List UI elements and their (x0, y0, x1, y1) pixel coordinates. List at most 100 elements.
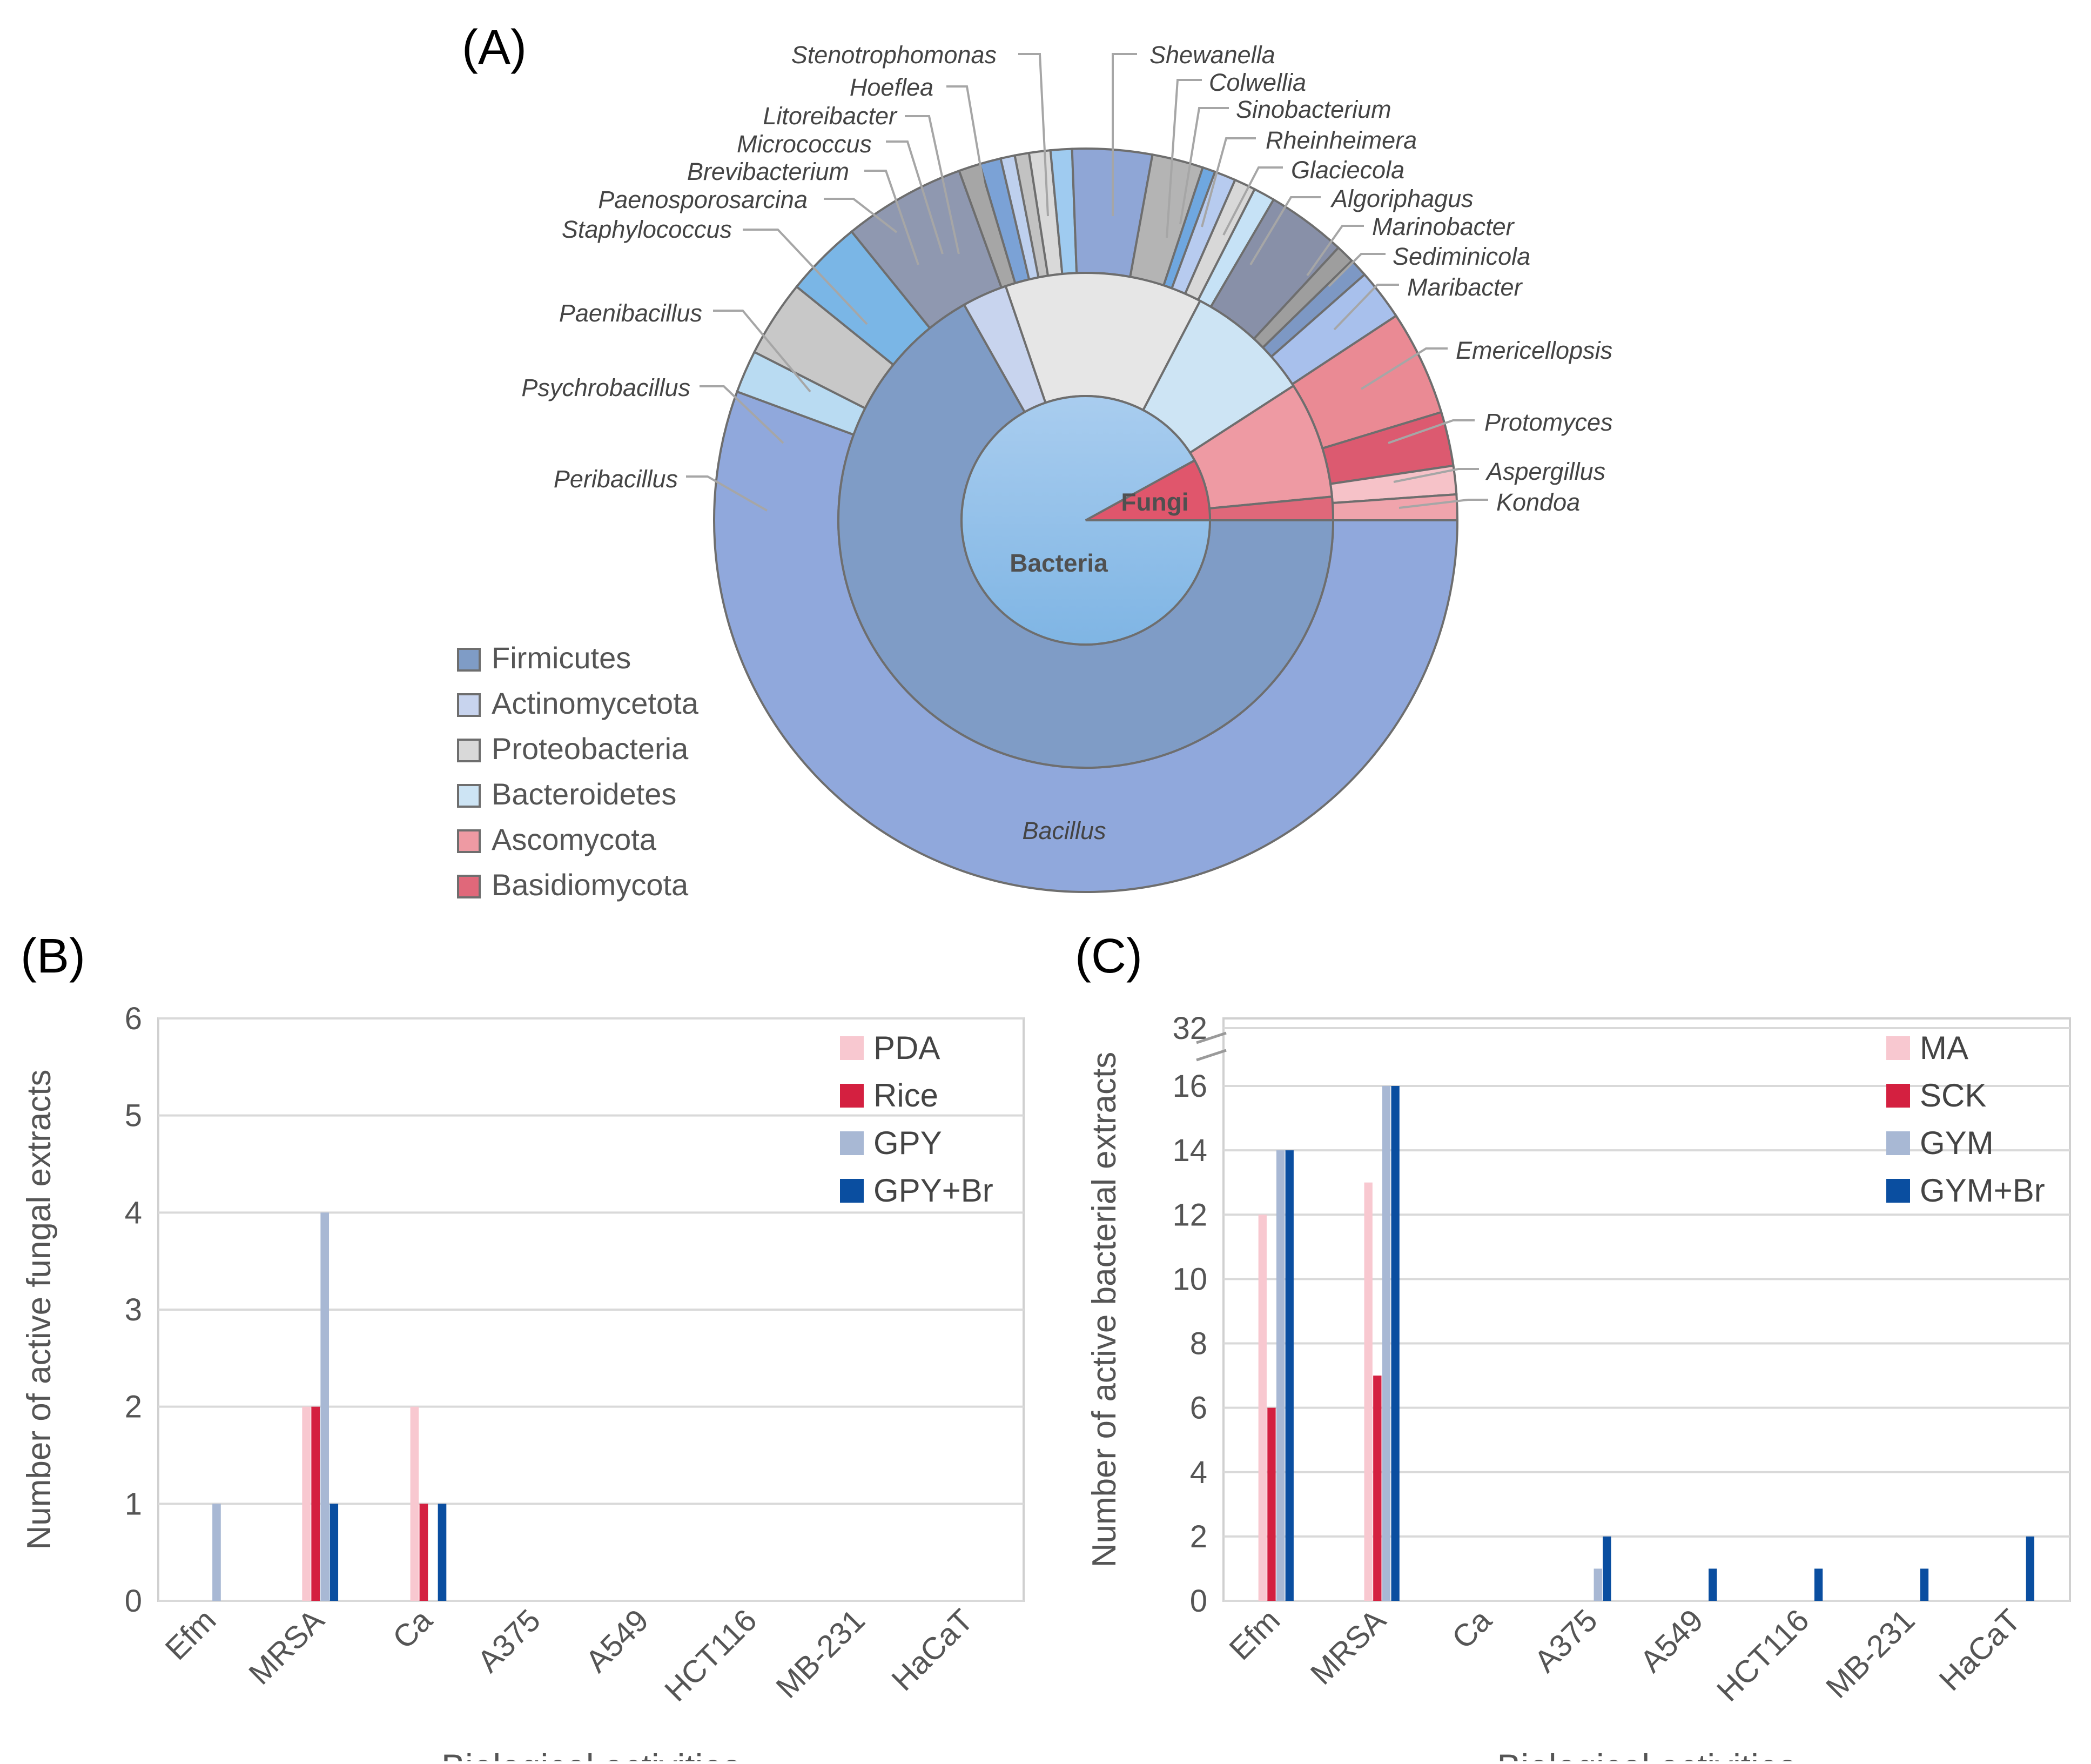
chart-c-bar-gym-br-mb-231 (1920, 1568, 1929, 1601)
chart-b-x-axis-title: Biological activities (441, 1747, 741, 1761)
chart-c-legend-swatch-gym (1886, 1131, 1910, 1155)
leader-line-stenotrophomonas (1018, 53, 1049, 217)
chart-b-y-tick-label: 0 (125, 1584, 142, 1619)
leader-line-algoriphagus (1249, 196, 1321, 266)
chart-b-legend-label-rice: Rice (873, 1077, 938, 1114)
legend-swatch-basidiomycota (457, 875, 481, 898)
chart-b-x-tick-mb-231: MB-231 (769, 1602, 872, 1705)
genus-label-aspergillus: Aspergillus (1485, 458, 1605, 485)
chart-b-bar-pda-ca (410, 1406, 419, 1601)
chart-c-x-axis-title: Biological activities (1497, 1747, 1797, 1761)
leader-line-hoeflea (946, 85, 995, 246)
center-label-fungi: Fungi (1121, 488, 1188, 516)
chart-b-legend-label-gpy: GPY (873, 1125, 942, 1161)
chart-c-x-tick-a375: A375 (1528, 1602, 1604, 1679)
sunburst-labels: Bacteria Fungi Stenotrophomonas HoefleaLito… (521, 41, 1612, 844)
genus-label-paenosporosarcina: Paenosporosarcina (598, 186, 808, 213)
leader-line-kondoa (1399, 499, 1488, 509)
chart-c-y-tick-label: 14 (1172, 1133, 1207, 1168)
chart-b-y-tick-label: 5 (125, 1098, 142, 1133)
kingdom-segment-fungi (1085, 459, 1212, 521)
leader-line-aspergillus (1393, 468, 1479, 483)
legend-swatch-ascomycota (457, 829, 481, 853)
chart-c-y-tick-label: 2 (1190, 1519, 1207, 1554)
legend-swatch-proteobacteria (457, 739, 481, 762)
chart-b-legend-swatch-pda (840, 1036, 864, 1060)
chart-b-x-tick-ca: Ca (386, 1602, 439, 1656)
chart-c-bar-sck-efm (1267, 1407, 1276, 1601)
chart-b-legend-swatch-gpy-br (840, 1179, 864, 1203)
leader-line-paenosporosarcina (824, 198, 898, 233)
chart-c-legend-swatch-sck (1886, 1084, 1910, 1108)
legend-label-ascomycota: Ascomycota (492, 822, 657, 856)
genus-label-litoreibacter: Litoreibacter (763, 102, 898, 130)
leader-line-peribacillus (686, 475, 768, 512)
chart-c-bar-gym-mrsa (1382, 1086, 1391, 1601)
genus-label-rheinheimera: Rheinheimera (1266, 126, 1417, 154)
chart-b-x-tick-efm: Efm (158, 1602, 223, 1667)
chart-b-y-tick-label: 1 (125, 1486, 142, 1521)
legend-label-basidiomycota: Basidiomycota (492, 868, 689, 902)
chart-c-legend-label-sck: SCK (1920, 1077, 1986, 1114)
sunburst-leader-lines (686, 53, 1488, 512)
chart-c-bar-gym-br-a375 (1603, 1536, 1611, 1601)
leader-line-maribacter (1333, 284, 1399, 331)
chart-c-legend-label-gym-br: GYM+Br (1920, 1172, 2045, 1209)
chart-c-x-tick-a549: A549 (1633, 1602, 1710, 1679)
chart-c-y-tick-label: 4 (1190, 1455, 1207, 1490)
legend-swatch-bacteroidetes (457, 784, 481, 808)
panel-a-label: (A) (462, 21, 527, 75)
genus-label-brevibacterium: Brevibacterium (687, 158, 849, 185)
chart-b-bar-gpy-efm (212, 1504, 221, 1601)
chart-b-bar-rice-mrsa (311, 1406, 320, 1601)
chart-c-bar-gym-a375 (1594, 1568, 1602, 1601)
leader-line-marinobacter (1306, 225, 1364, 277)
genus-label-maribacter: Maribacter (1407, 273, 1523, 301)
chart-b-y-tick-label: 3 (125, 1292, 142, 1327)
legend-swatch-firmicutes (457, 648, 481, 672)
panel-b-label: (B) (21, 929, 85, 983)
chart-c-bar-ma-efm (1258, 1215, 1267, 1601)
genus-label-protomyces: Protomyces (1484, 408, 1613, 436)
chart-b-legend-swatch-rice (840, 1084, 864, 1108)
legend-swatch-actinomycetota (457, 693, 481, 717)
genus-label-algoriphagus: Algoriphagus (1330, 185, 1474, 212)
genus-label-marinobacter: Marinobacter (1372, 213, 1515, 240)
chart-b-x-tick-a549: A549 (579, 1602, 656, 1679)
chart-b-bar-gpy-br-mrsa (330, 1504, 339, 1601)
leader-line-brevibacterium (864, 170, 919, 265)
chart-c-bar-gym-br-mrsa (1391, 1086, 1400, 1601)
chart-b-x-tick-mrsa: MRSA (242, 1602, 331, 1692)
chart-c-bar-gym-br-a549 (1709, 1568, 1717, 1601)
chart-b-bar-gpy-br-ca (438, 1504, 447, 1601)
legend-label-actinomycetota: Actinomycetota (492, 686, 699, 720)
genus-label-peribacillus: Peribacillus (554, 465, 678, 493)
genus-label-kondoa: Kondoa (1496, 488, 1580, 516)
legend-label-bacteroidetes: Bacteroidetes (492, 777, 676, 811)
chart-c-y-tick-label: 16 (1172, 1069, 1207, 1104)
chart-c-x-tick-mb-231: MB-231 (1819, 1602, 1922, 1705)
chart-c-x-tick-hacat: HaCaT (1932, 1602, 2027, 1698)
chart-c-x-tick-ca: Ca (1445, 1602, 1498, 1656)
chart-c-legend-label-ma: MA (1920, 1030, 1968, 1066)
chart-c-legend-swatch-gym-br (1886, 1179, 1910, 1203)
chart-c-axis-break (1196, 1031, 1227, 1062)
legend-label-firmicutes: Firmicutes (492, 641, 631, 675)
chart-b-bar-pda-mrsa (302, 1406, 311, 1601)
chart-b-legend-label-gpy-br: GPY+Br (873, 1172, 993, 1209)
chart-c-legend-label-gym: GYM (1920, 1125, 1994, 1161)
genus-label-stenotrophomonas: Stenotrophomonas (791, 41, 997, 69)
chart-c-bar-gym-efm (1276, 1150, 1285, 1601)
chart-c-bar-gym-br-efm (1285, 1150, 1294, 1601)
leader-line-micrococcus (886, 140, 944, 254)
chart-c-x-tick-mrsa: MRSA (1304, 1602, 1393, 1692)
legend-label-proteobacteria: Proteobacteria (492, 732, 689, 766)
genus-label-hoeflea: Hoeflea (850, 73, 933, 101)
panel-c-label: (C) (1075, 929, 1142, 983)
leader-line-sediminicola (1328, 253, 1386, 287)
leader-line-rheinheimera (1201, 137, 1256, 227)
chart-b-y-axis-title: Number of active fungal extracts (21, 1069, 58, 1550)
bar-chart-fungal: 0 1 2 3 4 5 6 Efm MRSA Ca A375 A549 HCT116 MB-231 HaCa… (21, 1001, 1025, 1764)
